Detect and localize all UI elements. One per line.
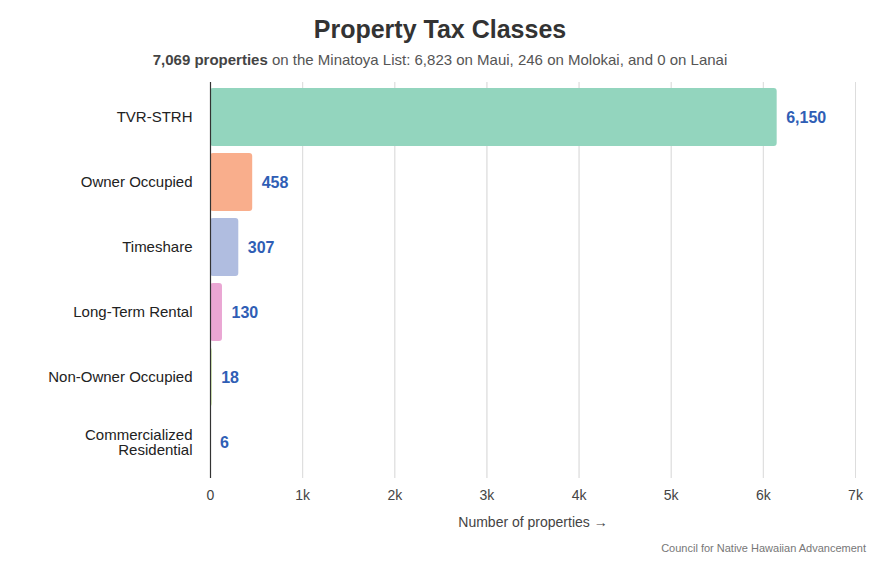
svg-text:6: 6 bbox=[220, 434, 229, 451]
svg-text:4k: 4k bbox=[572, 487, 588, 503]
svg-text:Long-Term Rental: Long-Term Rental bbox=[73, 303, 192, 320]
svg-text:TVR-STRH: TVR-STRH bbox=[117, 108, 193, 125]
svg-text:Owner Occupied: Owner Occupied bbox=[81, 173, 193, 190]
svg-text:130: 130 bbox=[231, 304, 258, 321]
svg-text:5k: 5k bbox=[664, 487, 680, 503]
svg-text:458: 458 bbox=[262, 174, 289, 191]
svg-text:6,150: 6,150 bbox=[786, 109, 826, 126]
svg-text:Timeshare: Timeshare bbox=[122, 238, 192, 255]
svg-text:6k: 6k bbox=[756, 487, 772, 503]
svg-text:Non-Owner Occupied: Non-Owner Occupied bbox=[48, 368, 192, 385]
svg-text:2k: 2k bbox=[387, 487, 403, 503]
svg-text:0: 0 bbox=[207, 487, 215, 503]
svg-text:CommercializedResidential: CommercializedResidential bbox=[85, 426, 193, 458]
svg-text:3k: 3k bbox=[480, 487, 496, 503]
svg-text:1k: 1k bbox=[295, 487, 311, 503]
html-text:7,069 properties on the Minato: 7,069 properties on the Minatoya List: 6… bbox=[152, 51, 728, 68]
svg-text:18: 18 bbox=[221, 369, 239, 386]
svg-text:307: 307 bbox=[248, 239, 275, 256]
svg-text:7k: 7k bbox=[848, 487, 864, 503]
svg-text:Number of properties →: Number of properties → bbox=[458, 514, 607, 530]
html-text:Council for Native Hawaiian Ad: Council for Native Hawaiian Advancement bbox=[661, 542, 866, 554]
html-text:Property Tax Classes: Property Tax Classes bbox=[313, 15, 567, 43]
